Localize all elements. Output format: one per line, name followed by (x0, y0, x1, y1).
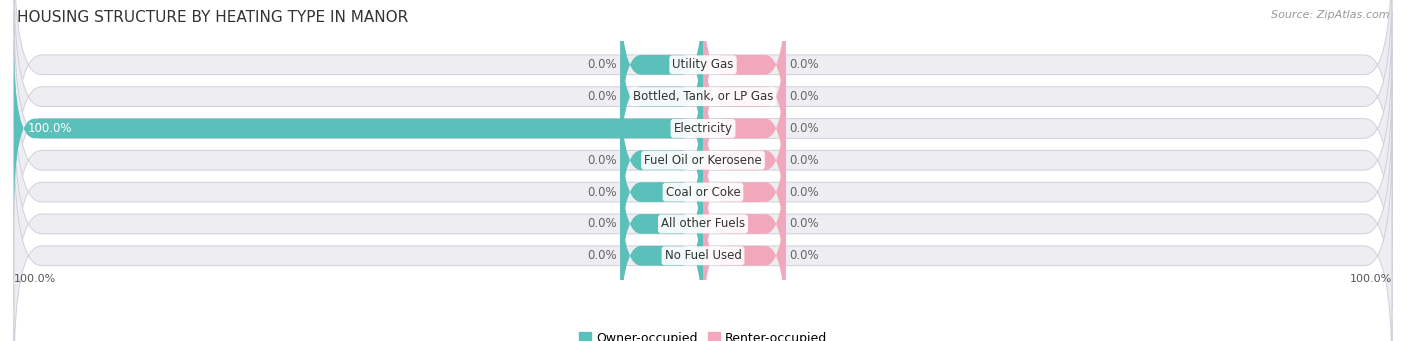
Text: 0.0%: 0.0% (789, 218, 818, 231)
Text: 100.0%: 100.0% (1350, 274, 1392, 284)
Text: Utility Gas: Utility Gas (672, 58, 734, 71)
Legend: Owner-occupied, Renter-occupied: Owner-occupied, Renter-occupied (574, 327, 832, 341)
FancyBboxPatch shape (620, 138, 703, 310)
FancyBboxPatch shape (620, 11, 703, 182)
Text: No Fuel Used: No Fuel Used (665, 249, 741, 262)
Text: 0.0%: 0.0% (588, 154, 617, 167)
Text: 0.0%: 0.0% (789, 186, 818, 198)
Text: 100.0%: 100.0% (28, 122, 72, 135)
FancyBboxPatch shape (14, 0, 1392, 182)
FancyBboxPatch shape (620, 170, 703, 341)
FancyBboxPatch shape (14, 138, 1392, 341)
FancyBboxPatch shape (703, 43, 786, 214)
Text: 0.0%: 0.0% (588, 58, 617, 71)
FancyBboxPatch shape (620, 75, 703, 246)
FancyBboxPatch shape (14, 106, 1392, 341)
Text: 0.0%: 0.0% (789, 154, 818, 167)
Text: 0.0%: 0.0% (588, 186, 617, 198)
Text: All other Fuels: All other Fuels (661, 218, 745, 231)
Text: Fuel Oil or Kerosene: Fuel Oil or Kerosene (644, 154, 762, 167)
FancyBboxPatch shape (703, 170, 786, 341)
FancyBboxPatch shape (14, 11, 1392, 246)
FancyBboxPatch shape (14, 43, 703, 214)
FancyBboxPatch shape (703, 0, 786, 150)
Text: Source: ZipAtlas.com: Source: ZipAtlas.com (1271, 10, 1389, 20)
FancyBboxPatch shape (620, 0, 703, 150)
FancyBboxPatch shape (703, 11, 786, 182)
Text: 0.0%: 0.0% (789, 249, 818, 262)
Text: 0.0%: 0.0% (588, 218, 617, 231)
FancyBboxPatch shape (14, 0, 1392, 214)
FancyBboxPatch shape (703, 75, 786, 246)
FancyBboxPatch shape (703, 106, 786, 278)
Text: 0.0%: 0.0% (789, 90, 818, 103)
Text: 0.0%: 0.0% (789, 122, 818, 135)
Text: 0.0%: 0.0% (789, 58, 818, 71)
FancyBboxPatch shape (14, 43, 1392, 278)
Text: 0.0%: 0.0% (588, 90, 617, 103)
Text: 100.0%: 100.0% (14, 274, 56, 284)
Text: HOUSING STRUCTURE BY HEATING TYPE IN MANOR: HOUSING STRUCTURE BY HEATING TYPE IN MAN… (17, 10, 408, 25)
Text: Electricity: Electricity (673, 122, 733, 135)
FancyBboxPatch shape (703, 138, 786, 310)
FancyBboxPatch shape (14, 75, 1392, 310)
Text: 0.0%: 0.0% (588, 249, 617, 262)
FancyBboxPatch shape (620, 106, 703, 278)
Text: Bottled, Tank, or LP Gas: Bottled, Tank, or LP Gas (633, 90, 773, 103)
Text: Coal or Coke: Coal or Coke (665, 186, 741, 198)
